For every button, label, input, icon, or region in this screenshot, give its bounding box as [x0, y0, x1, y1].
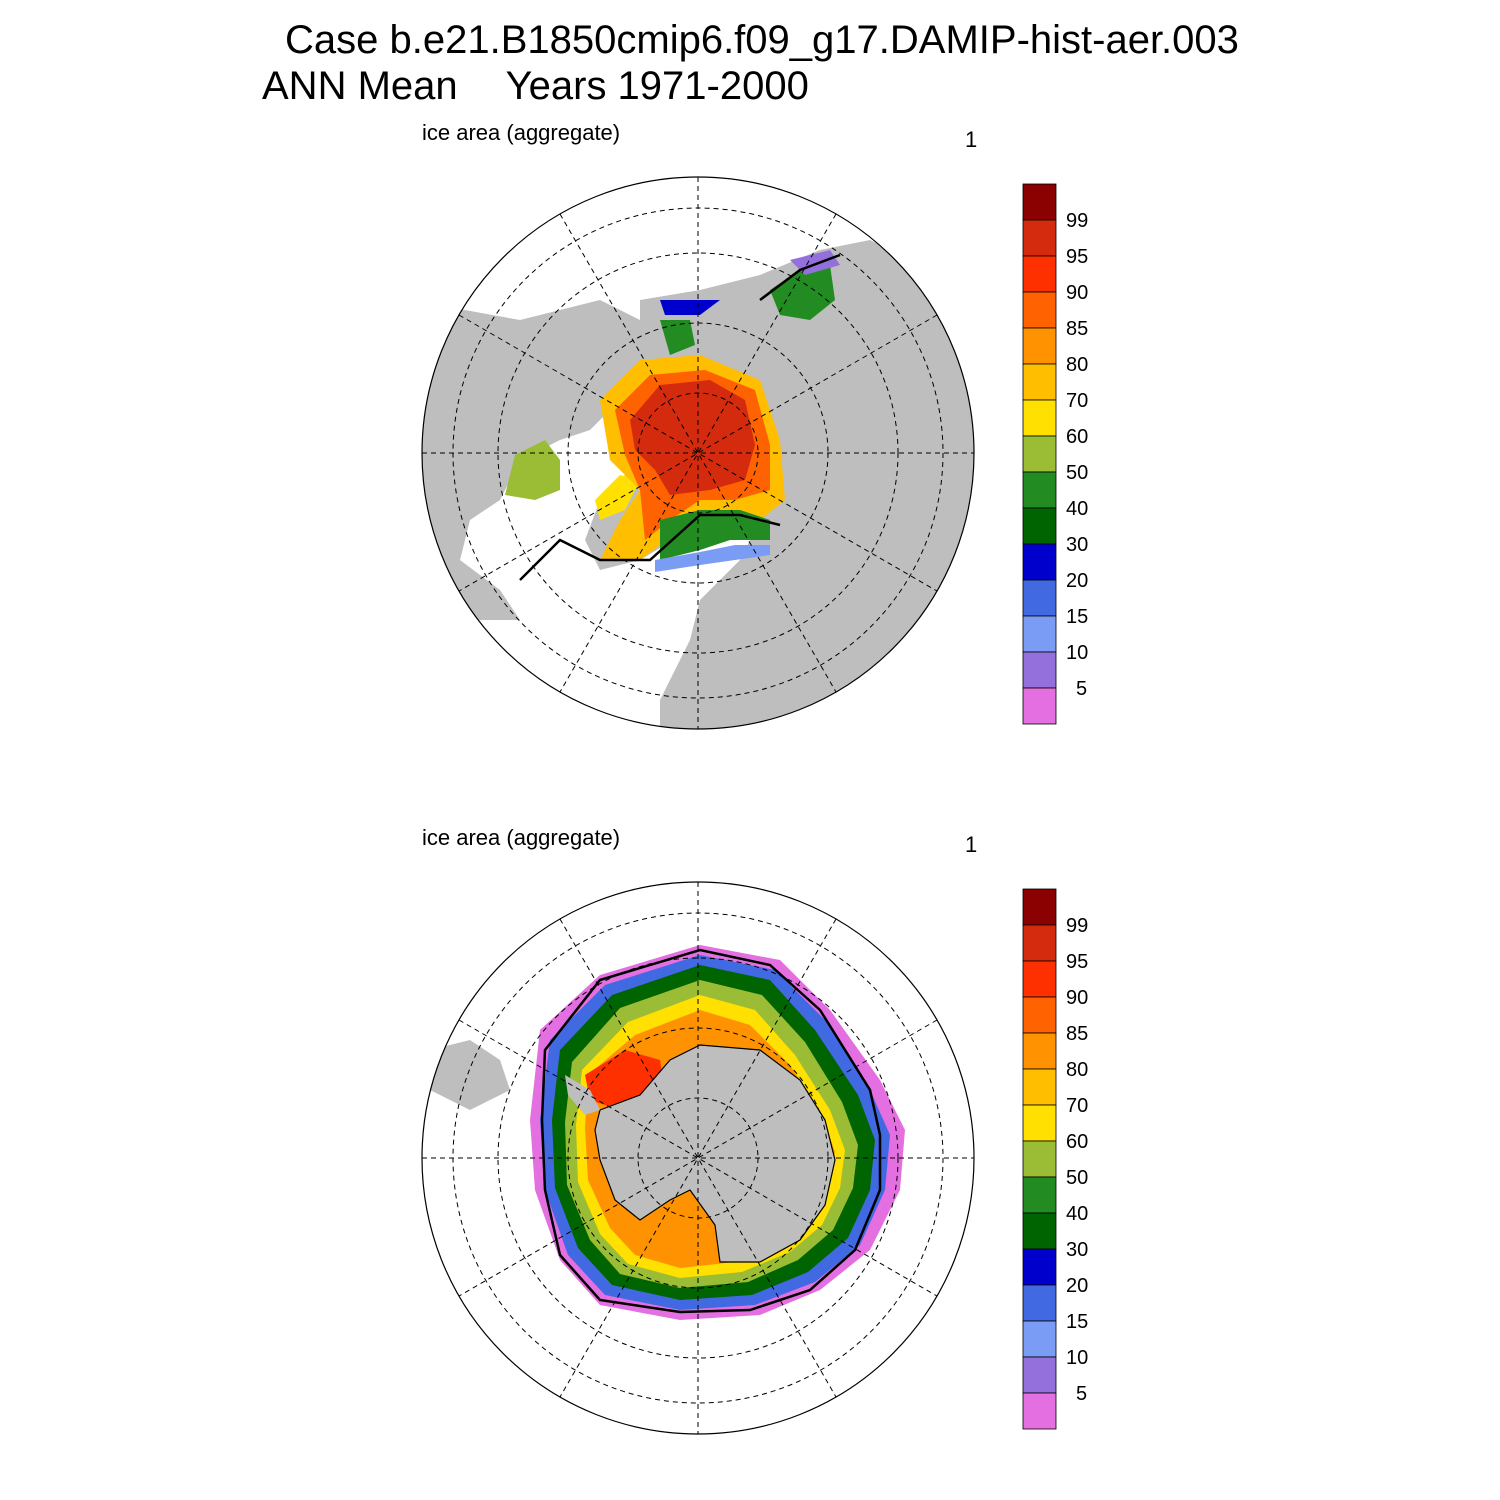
- south-graticule: [422, 882, 974, 1434]
- south-colorbar-swatch: [1022, 1104, 1057, 1142]
- south-colorbar-label: 99: [1066, 915, 1088, 937]
- north-colorbar-swatch: [1022, 255, 1057, 293]
- north-colorbar-swatch: [1022, 651, 1057, 689]
- north-colorbar-label: 5: [1076, 678, 1087, 700]
- plot-title-case: Case b.e21.B1850cmip6.f09_g17.DAMIP-hist…: [285, 18, 1239, 62]
- south-colorbar-swatch: [1022, 1248, 1057, 1286]
- south-colorbar-swatch: [1022, 1284, 1057, 1322]
- north-ice-okhotsk: [770, 265, 835, 320]
- north-panel-number: 1: [965, 127, 978, 152]
- north-colorbar-swatch: [1022, 615, 1057, 653]
- north-land-eurasia: [640, 240, 974, 729]
- south-map-border: [421, 881, 975, 1435]
- south-colorbar-label: 70: [1066, 1095, 1088, 1117]
- north-ice-barents-edge: [655, 545, 770, 572]
- years-label: Years 1971-2000: [505, 64, 809, 108]
- south-colorbar-swatch: [1022, 1032, 1057, 1070]
- south-land-peninsula: [565, 1075, 600, 1115]
- plot-title-period: ANN Mean Years 1971-2000: [262, 64, 809, 109]
- south-colorbar-label: 40: [1066, 1203, 1088, 1225]
- north-colorbar-label: 99: [1066, 210, 1088, 232]
- south-colorbar-swatch: [1022, 996, 1057, 1034]
- north-colorbar-swatch: [1022, 507, 1057, 545]
- north-colorbar-swatch: [1022, 687, 1057, 725]
- north-colorbar-label: 90: [1066, 282, 1088, 304]
- north-ice-hudson: [505, 440, 560, 500]
- south-colorbar-label: 90: [1066, 987, 1088, 1009]
- south-colorbar-swatch: [1022, 960, 1057, 998]
- south-colorbar-label: 15: [1066, 1311, 1088, 1333]
- south-colorbar-label: 60: [1066, 1131, 1088, 1153]
- north-colorbar-label: 50: [1066, 462, 1088, 484]
- north-land-america: [422, 300, 640, 620]
- north-colorbar-label: 70: [1066, 390, 1088, 412]
- south-colorbar-label: 5: [1076, 1383, 1087, 1405]
- south-colorbar-swatch: [1022, 1140, 1057, 1178]
- south-colorbar-swatch: [1022, 1320, 1057, 1358]
- north-ice-bering: [660, 300, 720, 315]
- north-colorbar-label: 60: [1066, 426, 1088, 448]
- north-colorbar-label: 10: [1066, 642, 1088, 664]
- north-colorbar-swatch: [1022, 435, 1057, 473]
- south-land-antarctica: [594, 1044, 836, 1263]
- south-panel-number: 1: [965, 832, 978, 857]
- north-ice-core: [630, 380, 755, 495]
- south-colorbar-label: 85: [1066, 1023, 1088, 1045]
- north-colorbar-label: 85: [1066, 318, 1088, 340]
- north-colorbar-swatch: [1022, 327, 1057, 365]
- south-colorbar-label: 20: [1066, 1275, 1088, 1297]
- north-panel-label: ice area (aggregate): [422, 120, 621, 145]
- north-colorbar-label: 80: [1066, 354, 1088, 376]
- south-colorbar-swatch: [1022, 1068, 1057, 1106]
- north-polar-map: [422, 177, 974, 729]
- south-extent-line: [540, 948, 882, 1314]
- north-ice-chukchi: [660, 320, 695, 355]
- north-ice-barents: [660, 510, 770, 560]
- north-colorbar-label: 30: [1066, 534, 1088, 556]
- north-colorbar-swatch: [1022, 579, 1057, 617]
- north-map-border: [421, 176, 975, 730]
- south-colorbar-label: 50: [1066, 1167, 1088, 1189]
- north-colorbar-label: 15: [1066, 606, 1088, 628]
- north-colorbar-swatch: [1022, 543, 1057, 581]
- north-graticule: [422, 177, 974, 729]
- south-colorbar: 99 95 90 85 80 70 60 50 40 30 20 15 10 5: [1022, 888, 1088, 1430]
- season-label: ANN Mean: [262, 64, 458, 108]
- south-colorbar-label: 80: [1066, 1059, 1088, 1081]
- north-colorbar-swatch: [1022, 219, 1057, 257]
- south-colorbar-swatch: [1022, 924, 1057, 962]
- north-extent-line: [519, 253, 841, 581]
- south-polar-map: [422, 882, 974, 1434]
- north-colorbar-swatch: [1022, 471, 1057, 509]
- south-colorbar-swatch: [1022, 888, 1057, 926]
- north-colorbar-label: 40: [1066, 498, 1088, 520]
- north-colorbar-swatch: [1022, 363, 1057, 401]
- north-colorbar-swatch: [1022, 183, 1057, 221]
- south-colorbar-label: 10: [1066, 1347, 1088, 1369]
- south-colorbar-label: 30: [1066, 1239, 1088, 1261]
- north-colorbar: 99 95 90 85 80 70 60 50 40 30 20 15 10 5: [1022, 183, 1088, 725]
- south-land-south-america: [430, 1040, 510, 1110]
- south-panel-label: ice area (aggregate): [422, 825, 621, 850]
- north-colorbar-swatch: [1022, 399, 1057, 437]
- south-colorbar-swatch: [1022, 1176, 1057, 1214]
- north-colorbar-label: 20: [1066, 570, 1088, 592]
- south-colorbar-swatch: [1022, 1392, 1057, 1430]
- north-colorbar-swatch: [1022, 291, 1057, 329]
- south-colorbar-swatch: [1022, 1356, 1057, 1394]
- south-colorbar-swatch: [1022, 1212, 1057, 1250]
- north-ice-baffin: [595, 475, 640, 520]
- north-colorbar-label: 95: [1066, 246, 1088, 268]
- south-colorbar-label: 95: [1066, 951, 1088, 973]
